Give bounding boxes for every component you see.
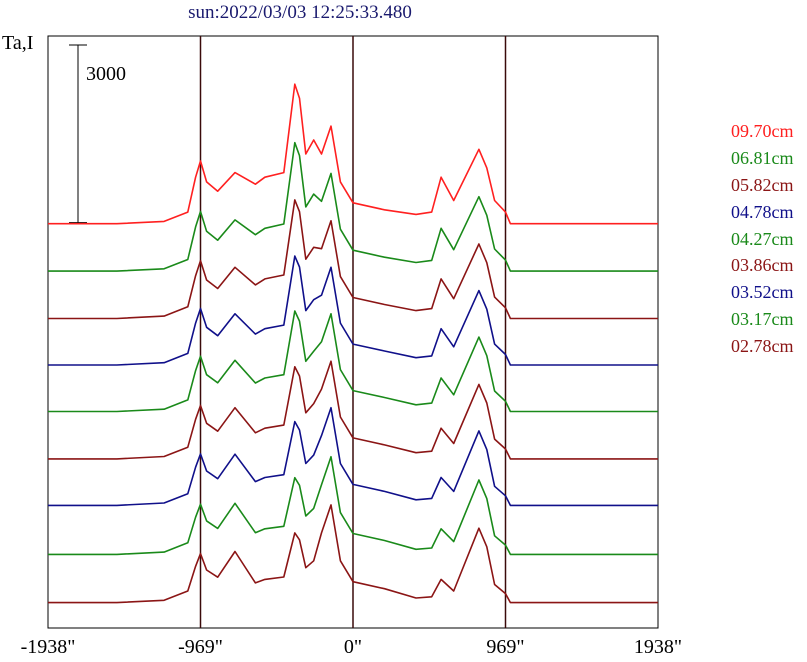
series-line-3 (48, 255, 658, 366)
chart-title: sun:2022/03/03 12:25:33.480 (188, 2, 412, 23)
x-tick-label-2: 0" (343, 636, 363, 658)
series-line-5 (48, 360, 658, 460)
legend-item-4: 04.27cm (731, 228, 794, 249)
legend-item-5: 03.86cm (731, 255, 794, 276)
series-line-8 (48, 504, 658, 604)
x-tick-label-4: 1938" (633, 636, 683, 658)
scale-bar-label: 3000 (86, 63, 126, 85)
legend-item-7: 03.17cm (731, 309, 794, 330)
legend-item-2: 05.82cm (731, 174, 794, 195)
series-line-0 (48, 83, 658, 225)
x-tick-label-1: -969" (178, 636, 223, 658)
legend-item-1: 06.81cm (731, 147, 794, 168)
y-axis-label: Ta,I (2, 32, 34, 54)
series-line-1 (48, 141, 658, 272)
series-line-7 (48, 455, 658, 556)
x-tick-label-0: -1938" (20, 636, 76, 658)
legend-item-6: 03.52cm (731, 282, 794, 303)
legend: 09.70cm 06.81cm 05.82cm 04.78cm 04.27cm 03.86… (731, 118, 794, 360)
x-tick-label-3: 969" (486, 636, 525, 658)
legend-item-0: 09.70cm (731, 121, 794, 141)
legend-item-8: 02.78cm (731, 336, 794, 357)
legend-item-3: 04.78cm (731, 201, 794, 222)
series-line-6 (48, 406, 658, 507)
series-line-4 (48, 310, 658, 413)
series-line-2 (48, 199, 658, 320)
